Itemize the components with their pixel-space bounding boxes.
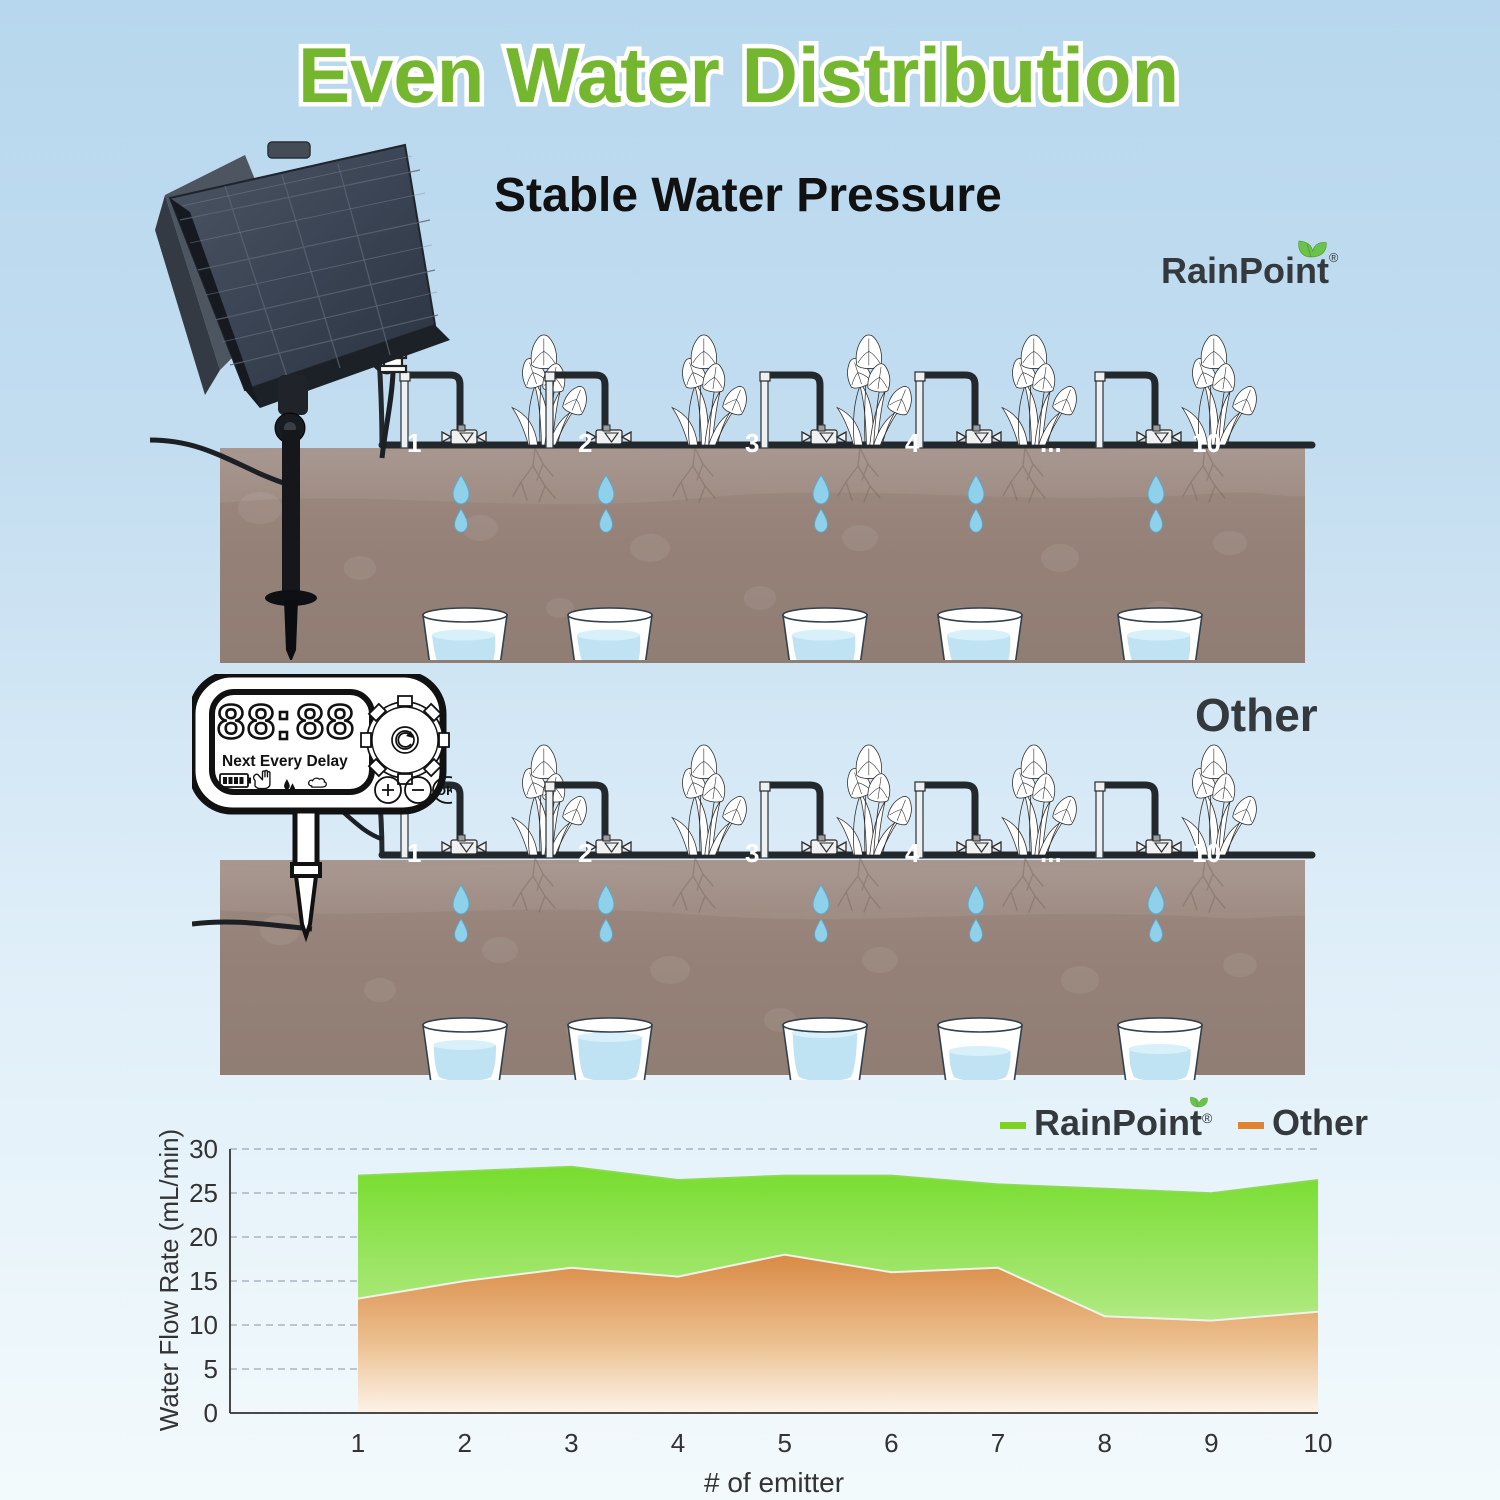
svg-text:1: 1 (351, 1428, 365, 1458)
svg-text:3: 3 (564, 1428, 578, 1458)
svg-text:# of emitter: # of emitter (704, 1467, 844, 1498)
svg-text:9: 9 (1204, 1428, 1218, 1458)
svg-text:0: 0 (204, 1398, 218, 1428)
svg-text:2: 2 (457, 1428, 471, 1458)
svg-text:25: 25 (189, 1178, 218, 1208)
svg-text:5: 5 (204, 1354, 218, 1384)
svg-text:8: 8 (1097, 1428, 1111, 1458)
svg-text:7: 7 (991, 1428, 1005, 1458)
svg-text:15: 15 (189, 1266, 218, 1296)
svg-text:6: 6 (884, 1428, 898, 1458)
svg-text:Water Flow Rate (mL/min): Water Flow Rate (mL/min) (154, 1129, 184, 1431)
svg-text:5: 5 (777, 1428, 791, 1458)
svg-text:30: 30 (189, 1134, 218, 1164)
svg-text:10: 10 (1304, 1428, 1333, 1458)
svg-text:4: 4 (671, 1428, 685, 1458)
svg-text:20: 20 (189, 1222, 218, 1252)
svg-text:10: 10 (189, 1310, 218, 1340)
